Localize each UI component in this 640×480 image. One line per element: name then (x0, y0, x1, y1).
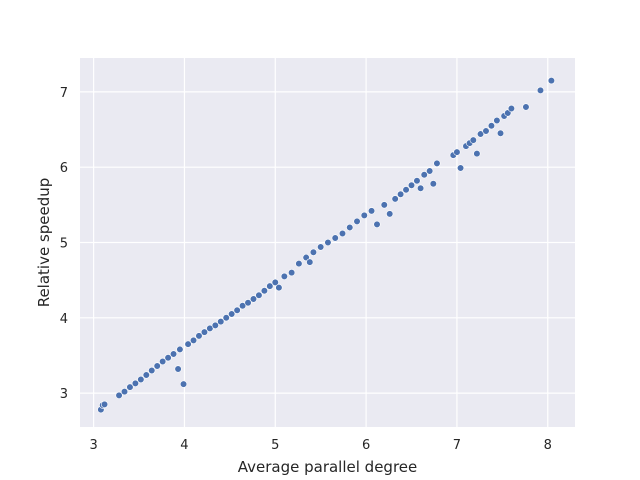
y-tick-label: 5 (60, 237, 68, 252)
data-point (324, 238, 332, 247)
x-tick-label: 6 (362, 438, 370, 453)
x-axis-label: Average parallel degree (238, 458, 418, 476)
data-point (206, 324, 214, 332)
data-point (420, 171, 428, 179)
data-point (346, 223, 354, 232)
data-point (426, 167, 434, 175)
x-tick-labels: 3 4 5 6 7 8 (89, 438, 551, 453)
data-point (331, 234, 339, 242)
data-point (309, 248, 318, 256)
data-point (184, 340, 192, 348)
x-tick-label: 8 (544, 438, 552, 453)
data-point (487, 122, 496, 130)
data-point (228, 310, 236, 318)
data-point (536, 86, 545, 94)
data-point (456, 164, 465, 172)
data-point (380, 201, 388, 209)
data-point (189, 336, 198, 344)
data-point (260, 287, 268, 295)
data-point (238, 302, 247, 310)
grid-lines (80, 58, 575, 427)
data-point (200, 328, 209, 336)
data-point (360, 211, 368, 219)
data-point (522, 103, 530, 111)
data-point (413, 177, 421, 185)
data-point (275, 284, 283, 292)
data-point (386, 210, 394, 218)
data-point (164, 354, 172, 362)
data-point (469, 136, 477, 144)
data-point (473, 150, 481, 158)
data-point (493, 116, 501, 125)
y-axis-label: Relative speedup (35, 178, 53, 308)
data-point (338, 229, 347, 238)
data-point (280, 272, 288, 280)
data-point (402, 186, 410, 194)
y-tick-label: 4 (60, 312, 68, 327)
y-tick-label: 7 (60, 86, 68, 101)
data-point (255, 291, 263, 299)
data-point (317, 243, 325, 251)
x-tick-label: 3 (89, 438, 97, 453)
data-point (153, 362, 161, 370)
x-tick-label: 7 (453, 438, 461, 453)
data-point (288, 269, 296, 277)
data-point (266, 282, 274, 290)
data-point (217, 317, 225, 326)
data-point (507, 104, 516, 113)
data-point (306, 258, 314, 266)
data-point (353, 217, 361, 226)
data-point (429, 180, 437, 188)
y-tick-label: 6 (60, 161, 68, 176)
y-tick-label: 3 (60, 387, 68, 402)
data-point (416, 184, 425, 192)
data-point (453, 148, 461, 156)
data-point (433, 159, 441, 168)
data-point (547, 76, 555, 85)
data-points (97, 76, 555, 414)
data-point (482, 127, 490, 135)
data-point (271, 278, 279, 287)
data-point (211, 321, 219, 329)
data-point (120, 388, 129, 396)
data-point (159, 357, 167, 366)
x-tick-label: 5 (271, 438, 279, 453)
data-point (295, 259, 303, 268)
data-point (476, 130, 485, 138)
data-point (195, 332, 203, 340)
data-point (137, 375, 145, 384)
data-point (407, 181, 416, 189)
data-point (233, 306, 241, 314)
data-point (244, 299, 252, 307)
data-point (373, 220, 381, 229)
data-point (169, 350, 178, 358)
data-point (391, 195, 399, 203)
data-point (126, 383, 134, 391)
data-point (142, 371, 150, 379)
data-point (148, 366, 156, 375)
data-point (176, 345, 184, 354)
data-point (174, 365, 182, 373)
data-point (222, 314, 230, 322)
data-point (131, 379, 140, 387)
y-tick-labels: 3 4 5 6 7 (60, 86, 68, 402)
data-point (496, 129, 505, 137)
data-point (179, 380, 188, 388)
data-point (249, 295, 258, 303)
data-point (115, 391, 123, 399)
data-point (100, 400, 109, 409)
x-tick-label: 4 (180, 438, 188, 453)
data-point (397, 190, 405, 198)
data-point (367, 207, 376, 215)
